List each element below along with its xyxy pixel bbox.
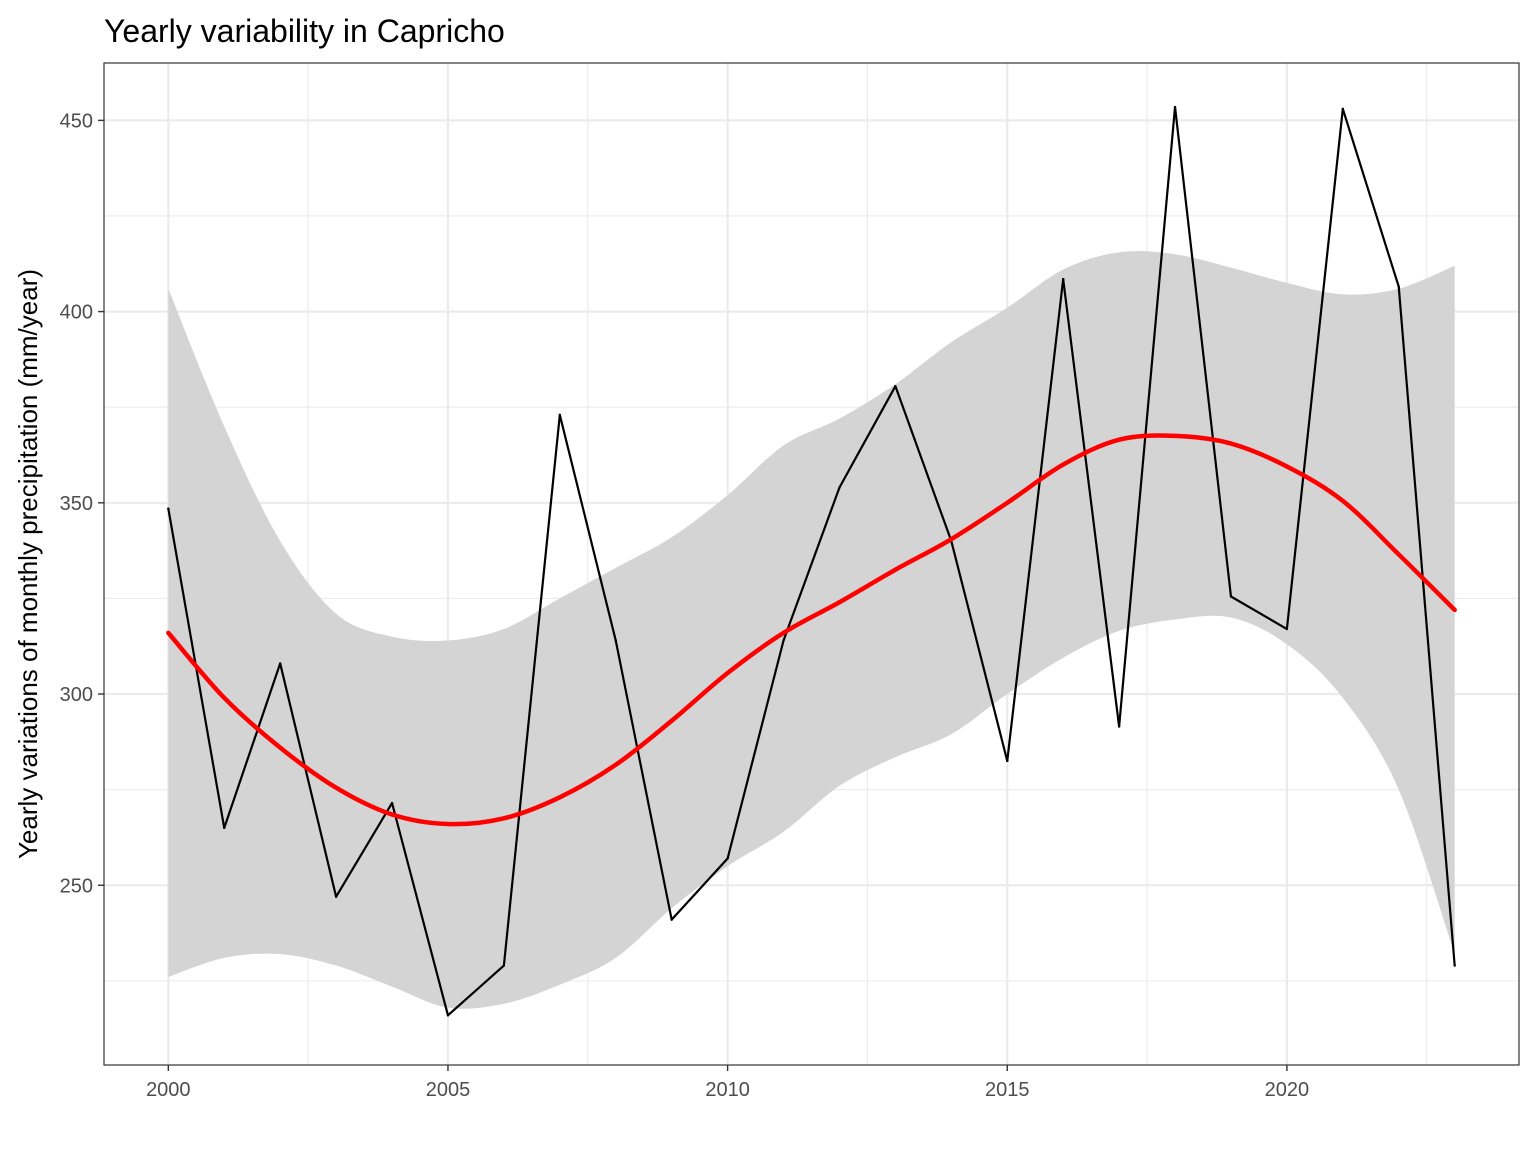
y-tick-label: 400 (60, 302, 93, 324)
observed-segment (446, 964, 505, 1017)
observed-point (1173, 105, 1177, 109)
observed-point (726, 857, 729, 860)
y-tick-label: 250 (60, 875, 93, 897)
observed-point (446, 1014, 450, 1017)
plot-panel-border (103, 62, 1520, 1066)
x-tick-label: 2010 (705, 1079, 750, 1101)
observed-segment (1173, 105, 1233, 598)
observed-segment (1062, 277, 1121, 728)
x-tick-label: 2005 (426, 1079, 471, 1101)
observed-segment (950, 539, 1009, 763)
x-axis: 2000 2005 2010 2015 2020 (146, 1065, 1309, 1101)
observed-point (1341, 107, 1344, 110)
chart-title: Yearly variability in Capricho (104, 13, 505, 49)
observed-segment (838, 385, 897, 489)
y-tick-label: 350 (60, 493, 93, 515)
observed-point (838, 486, 841, 489)
x-tick-label: 2020 (1265, 1079, 1310, 1101)
x-tick-label: 2000 (146, 1079, 191, 1101)
observed-segment (502, 413, 561, 967)
observed-point (1006, 759, 1009, 763)
y-tick-label: 450 (60, 110, 93, 132)
observed-segment (614, 639, 673, 921)
observed-point (502, 964, 505, 967)
observed-point (670, 918, 673, 921)
observed-segment (558, 413, 617, 642)
observed-segment (1118, 105, 1177, 728)
observed-point (390, 801, 394, 805)
observed-segment (726, 639, 785, 860)
observed-segment (279, 662, 338, 898)
observed-point (1118, 725, 1121, 728)
observed-point (1453, 964, 1456, 967)
observed-point (782, 639, 785, 642)
observed-point (1062, 277, 1065, 281)
smooth-trend-line (166, 433, 1457, 827)
observed-point (223, 826, 226, 829)
y-tick-label: 300 (60, 684, 93, 706)
observed-segment (1285, 107, 1344, 631)
y-axis: 250 300 350 400 450 (60, 110, 104, 897)
observed-segment (390, 801, 450, 1017)
observed-segment (335, 801, 394, 898)
observed-segment (1006, 277, 1065, 763)
observed-point (279, 662, 282, 665)
observed-segment (782, 486, 841, 642)
x-tick-label: 2015 (985, 1079, 1030, 1101)
observed-point (335, 895, 338, 898)
observed-point (1229, 595, 1233, 598)
observed-segment (1341, 107, 1400, 288)
observed-point (894, 385, 897, 388)
observed-point (614, 639, 617, 642)
observed-segment (1397, 285, 1456, 967)
observed-point (1397, 285, 1400, 288)
observed-point (1285, 627, 1288, 631)
observed-segment (1229, 595, 1288, 631)
observed-point (167, 507, 170, 510)
observed-segment (223, 662, 282, 829)
y-axis-title: Yearly variations of monthly precipitati… (13, 269, 43, 859)
observed-segment (670, 857, 729, 921)
observed-segment (894, 385, 953, 543)
observed-point (558, 413, 561, 416)
